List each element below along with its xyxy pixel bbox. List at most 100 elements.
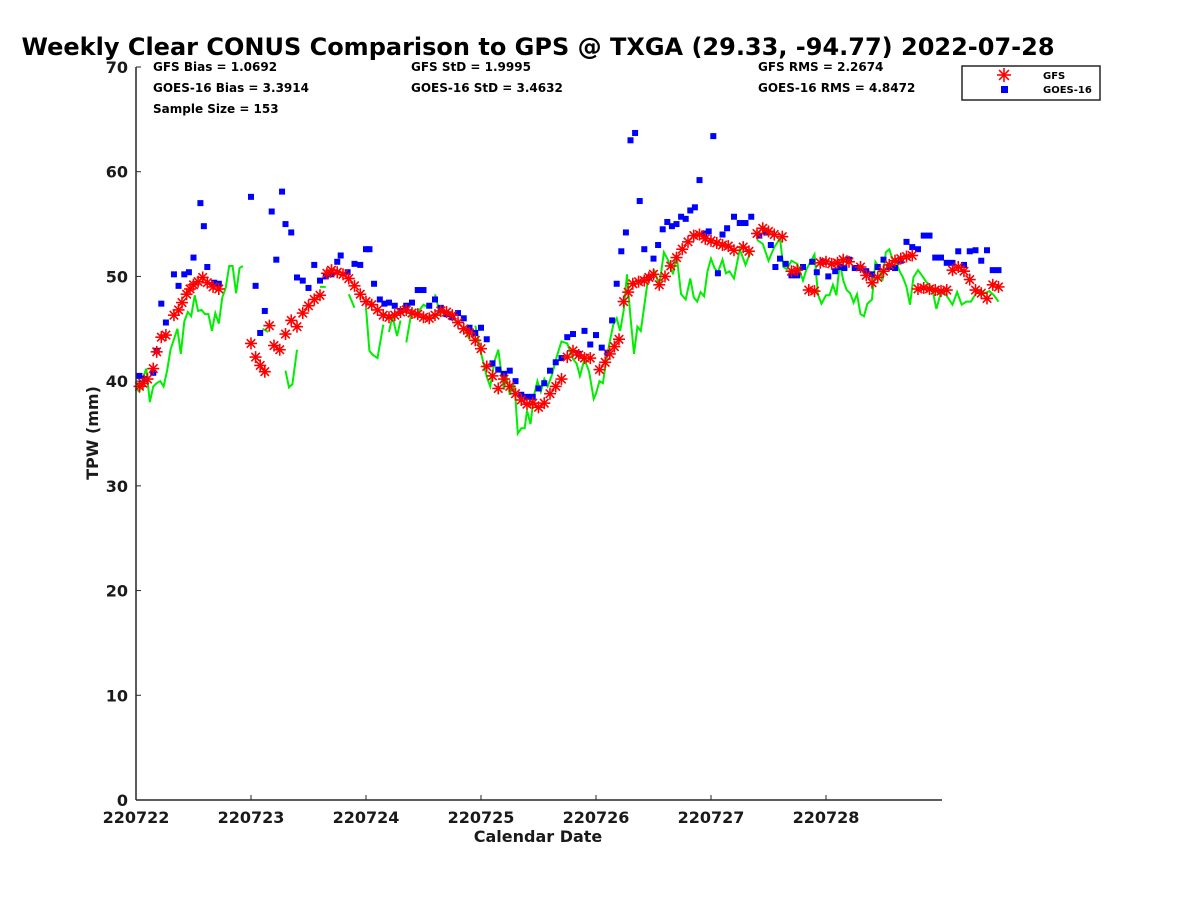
goes16-point: [938, 254, 944, 261]
gfs-point: [475, 342, 487, 355]
gfs-point: [599, 356, 612, 369]
goes16-point: [613, 280, 620, 287]
gfs-point: [245, 337, 257, 350]
goes16-point: [920, 232, 927, 239]
y-tick-label: 10: [106, 686, 128, 705]
gfs-std-text: GFS StD = 1.9995: [411, 60, 531, 74]
gfs-point: [603, 347, 616, 360]
goes16-point: [809, 258, 816, 265]
goes16-point: [825, 273, 832, 280]
gfs-point: [593, 363, 606, 376]
legend: GFS GOES-16: [961, 65, 1101, 101]
gfs-point: [342, 272, 355, 285]
y-axis-label: TPW (mm): [83, 386, 102, 480]
gfs-point: [503, 380, 516, 393]
goes16-point: [552, 359, 559, 366]
goes16-point: [691, 204, 698, 211]
gfs-point: [469, 334, 482, 347]
legend-goes-label: GOES-16: [1043, 85, 1092, 96]
goes16-point: [668, 223, 675, 230]
goes16-point: [322, 273, 329, 280]
gfs-point: [776, 230, 789, 243]
gfs-point: [526, 397, 539, 410]
legend-gfs-star: [997, 68, 1011, 82]
goes16-point: [949, 259, 956, 266]
gfs-point: [622, 286, 635, 299]
goes16-point: [288, 229, 295, 236]
goes16-point: [273, 256, 280, 263]
goes16-point: [955, 248, 962, 255]
goes16-point: [357, 261, 364, 268]
goes16-point: [627, 137, 634, 144]
goes16-point: [305, 284, 312, 291]
stats-annotations: GFS Bias = 1.0692 GOES-16 Bias = 3.3914 …: [153, 60, 915, 116]
gfs-point: [314, 289, 326, 302]
goes16-point: [587, 341, 594, 348]
goes16-point: [204, 264, 211, 271]
goes16-point: [279, 188, 286, 195]
plot-background: [136, 67, 942, 800]
goes16-point: [687, 207, 694, 214]
chart-title: Weekly Clear CONUS Comparison to GPS @ T…: [21, 33, 1054, 61]
y-tick-label: 20: [106, 582, 128, 601]
gfs-point: [742, 245, 755, 258]
goes16-point: [874, 264, 881, 271]
gfs-point: [279, 328, 292, 341]
goes16-point: [334, 258, 341, 265]
goes16-point: [564, 334, 571, 341]
sample-size-text: Sample Size = 153: [153, 102, 279, 116]
goes16-point: [175, 282, 182, 289]
y-tick-label: 30: [106, 477, 128, 496]
goes16-point: [197, 200, 204, 207]
goes-bias-text: GOES-16 Bias = 3.3914: [153, 81, 309, 95]
goes16-point: [961, 261, 967, 268]
gfs-point: [147, 362, 160, 375]
goes16-point: [570, 331, 576, 338]
gfs-point: [268, 339, 280, 352]
x-tick-label: 220727: [678, 808, 745, 827]
goes16-point: [892, 265, 898, 272]
gfs-point: [354, 288, 367, 301]
goes16-point: [719, 231, 726, 238]
gfs-point: [617, 295, 630, 308]
goes16-point: [170, 271, 177, 278]
gfs-point: [584, 352, 597, 365]
goes16-point: [529, 393, 536, 400]
gfs-point: [176, 296, 188, 309]
gfs-point: [263, 319, 276, 332]
gfs-point: [249, 351, 262, 364]
goes16-point: [181, 271, 188, 278]
goes16-point: [257, 329, 264, 336]
goes16-point: [489, 360, 496, 367]
goes16-point: [777, 255, 783, 262]
goes16-point: [736, 220, 743, 227]
goes16-point: [724, 225, 731, 232]
goes16-point: [813, 269, 820, 276]
legend-gfs-marker: [997, 68, 1011, 82]
goes16-point: [366, 246, 373, 253]
gfs-point: [486, 369, 499, 382]
goes16-point: [311, 261, 318, 268]
goes16-point: [800, 264, 806, 271]
gfs-point: [670, 251, 683, 264]
y-tick-label: 70: [106, 58, 128, 77]
goes16-point: [136, 372, 143, 379]
goes16-point: [604, 349, 611, 356]
goes16-point: [541, 380, 548, 387]
gfs-point: [446, 309, 459, 322]
gfs-point: [498, 373, 510, 386]
gfs-point: [958, 265, 970, 278]
gfs-point: [608, 340, 621, 353]
goes16-point: [659, 226, 666, 233]
goes16-series-layer: [136, 129, 1002, 400]
gfs-point: [291, 320, 303, 333]
goes16-point: [381, 300, 388, 307]
gfs-point: [285, 314, 298, 327]
goes16-point: [915, 246, 921, 253]
goes16-point: [414, 287, 421, 294]
gfs-point: [860, 269, 873, 282]
goes16-point: [261, 307, 268, 314]
goes16-point: [696, 177, 703, 184]
goes16-point: [869, 271, 875, 278]
goes16-point: [767, 242, 774, 249]
